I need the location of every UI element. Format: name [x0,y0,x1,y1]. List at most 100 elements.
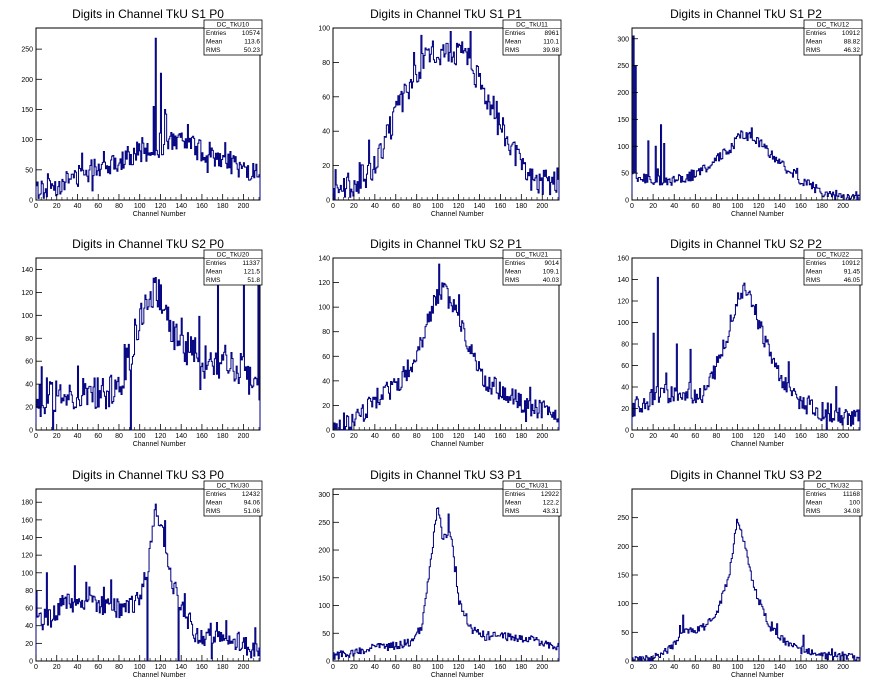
stats-label: RMS [505,277,520,284]
stats-label: Entries [806,491,827,498]
plot-frame [332,488,560,662]
plot-frame [332,27,560,201]
histogram-panel-2: Digits in Channel TkU S1 P1 0 20 40 60 80 100 0… [318,7,562,218]
histogram-series [35,37,261,200]
y-tick-label: 20 [25,405,33,412]
stats-name: DC_TkU32 [817,483,850,490]
y-tick-label: 40 [322,129,330,136]
x-tick-label: 100 [432,433,444,440]
y-tick-label: 0 [625,659,629,666]
y-tick-label: 100 [21,313,33,320]
stats-value: 51.8 [247,277,260,284]
y-tick-label: 140 [617,277,629,284]
stats-label: Mean [806,269,823,276]
x-tick-label: 20 [350,433,358,440]
x-tick-label: 200 [837,664,849,671]
stats-value: 46.05 [844,277,861,284]
x-tick-label: 20 [350,203,358,210]
histogram-panel-1: Digits in Channel TkU S1 P00501001502002… [21,7,263,218]
plot-frame [631,27,861,201]
x-axis-label: Channel Number [431,211,485,218]
stats-label: RMS [806,47,821,54]
x-tick-label: 160 [196,664,208,671]
y-tick-label: 200 [617,90,629,97]
stats-label: Entries [505,260,526,267]
histogram-panel-5: Digits in Channel TkU S2 P1 0 20 40 60 80 100 1… [318,237,562,448]
y-tick-label: 150 [617,117,629,124]
y-tick-label: 0 [326,428,330,435]
plot-frame [332,257,560,431]
histogram-series [332,30,560,201]
chart-title: Digits in Channel TkU S3 P2 [670,468,822,482]
x-tick-label: 60 [392,203,400,210]
stats-value: 12432 [242,491,260,498]
x-tick-label: 140 [774,433,786,440]
stats-label: Entries [806,30,827,37]
y-tick-label: 200 [21,77,33,84]
y-tick-label: 0 [29,198,33,205]
y-tick-label: 80 [621,342,629,349]
x-tick-label: 60 [94,433,102,440]
x-tick-label: 80 [713,203,721,210]
y-tick-label: 60 [322,354,330,361]
stats-value: 88.82 [844,39,861,46]
y-tick-label: 140 [21,535,33,542]
x-tick-label: 100 [134,203,146,210]
x-tick-label: 100 [432,664,444,671]
chart-title: Digits in Channel TkU S3 P0 [72,468,224,482]
y-tick-label: 40 [322,378,330,385]
x-tick-label: 80 [413,664,421,671]
x-tick-label: 120 [155,664,167,671]
stats-label: RMS [206,47,221,54]
x-tick-label: 180 [515,433,527,440]
stats-value: 100 [849,500,860,507]
y-tick-label: 0 [625,198,629,205]
x-tick-label: 20 [649,433,657,440]
y-tick-label: 250 [617,515,629,522]
x-tick-label: 140 [774,664,786,671]
y-tick-label: 250 [617,63,629,70]
x-tick-label: 120 [453,664,465,671]
x-tick-label: 140 [474,433,486,440]
stats-name: DC_TkU20 [217,252,250,259]
chart-title: Digits in Channel TkU S2 P0 [72,237,224,251]
y-tick-label: 180 [21,500,33,507]
stats-value: 10574 [242,30,260,37]
y-tick-label: 120 [21,553,33,560]
x-tick-label: 200 [536,203,548,210]
x-tick-label: 120 [753,664,765,671]
stats-label: Entries [505,491,526,498]
x-tick-label: 140 [175,433,187,440]
stats-label: Mean [206,500,223,507]
x-tick-label: 60 [691,203,699,210]
x-tick-label: 160 [196,433,208,440]
chart-title: Digits in Channel TkU S3 P1 [370,468,522,482]
y-tick-label: 160 [21,517,33,524]
y-tick-label: 160 [617,256,629,263]
y-tick-label: 50 [621,171,629,178]
histogram-series [332,263,560,431]
histogram-panel-3: Digits in Channel TkU S1 P20501001502002… [617,7,863,218]
x-tick-label: 160 [495,433,507,440]
y-tick-label: 100 [617,144,629,151]
x-tick-label: 0 [630,203,634,210]
stats-value: 122.2 [543,500,560,507]
x-axis-label: Channel Number [133,441,187,448]
x-axis-label: Channel Number [731,211,785,218]
y-tick-label: 200 [617,544,629,551]
stats-label: Mean [505,500,522,507]
y-tick-label: 250 [318,520,330,527]
x-tick-label: 0 [630,664,634,671]
stats-label: RMS [206,277,221,284]
x-axis-label: Channel Number [431,441,485,448]
histogram-panel-6: Digits in Channel TkU S2 P2 0 20 40 60 80 100 1… [617,237,863,448]
x-tick-label: 80 [713,664,721,671]
x-tick-label: 80 [115,433,123,440]
x-tick-label: 20 [649,664,657,671]
stats-value: 11337 [242,260,260,267]
stats-value: 109.1 [543,269,560,276]
y-tick-label: 140 [318,256,330,263]
